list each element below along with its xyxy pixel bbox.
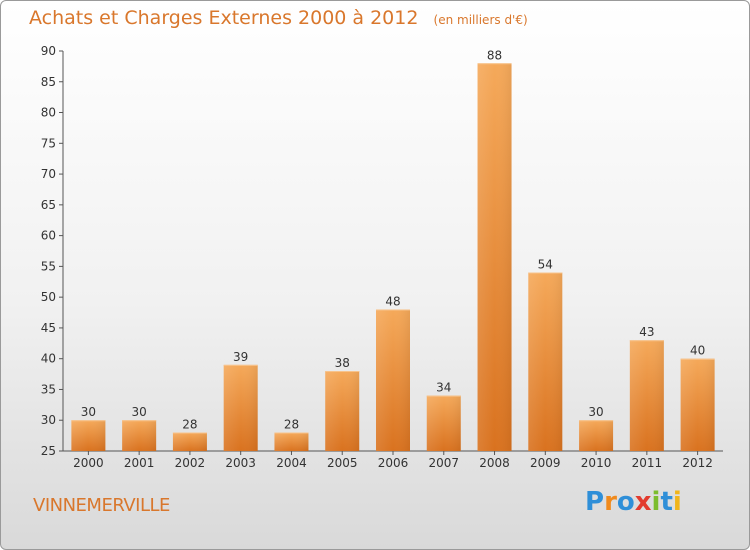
data-label: 54 [538,258,553,272]
bar-shine [579,420,614,451]
bar-shine [274,432,309,451]
x-tick-label: 2005 [327,456,358,470]
bar-shine [528,272,563,451]
bar-shine [426,395,461,451]
data-label: 43 [639,325,654,339]
x-tick-label: 2008 [479,456,510,470]
y-tick-label: 90 [41,44,56,58]
x-tick-label: 2003 [225,456,256,470]
x-tick-label: 2010 [581,456,612,470]
bar-shine [223,364,258,451]
data-label: 39 [233,350,248,364]
x-tick-label: 2002 [175,456,206,470]
logo-letter: i [651,487,661,517]
x-tick-label: 2004 [276,456,307,470]
bar-shine [71,420,106,451]
data-label: 30 [588,405,603,419]
chart-title: Achats et Charges Externes 2000 à 2012 [29,7,419,29]
logo-letter: t [660,487,673,517]
data-label: 40 [690,344,705,358]
bar-shine [325,371,360,451]
x-tick-label: 2009 [530,456,561,470]
logo-letter: r [604,487,617,517]
y-tick-label: 40 [41,352,56,366]
data-label: 28 [182,418,197,432]
data-label: 30 [81,405,96,419]
x-tick-label: 2007 [428,456,459,470]
proxiti-logo: Proxiti [585,487,682,517]
y-tick-label: 25 [41,444,56,458]
bar-shine [122,420,157,451]
bar-shine [172,432,207,451]
logo-letter: x [634,487,652,517]
y-tick-label: 70 [41,167,56,181]
logo-letter: P [585,487,605,517]
data-label: 38 [335,356,350,370]
x-tick-label: 2011 [632,456,663,470]
y-tick-label: 75 [41,136,56,150]
chart-unit: (en milliers d'€) [433,13,528,27]
bar-shine [680,358,715,451]
data-label: 28 [284,418,299,432]
y-tick-label: 50 [41,290,56,304]
y-tick-label: 85 [41,75,56,89]
chart-header: Achats et Charges Externes 2000 à 2012 (… [29,7,528,29]
data-label: 88 [487,48,502,62]
data-label: 34 [436,381,451,395]
y-tick-label: 80 [41,106,56,120]
y-tick-label: 65 [41,198,56,212]
logo-letter: o [616,487,635,517]
commune-name: VINNEMERVILLE [33,495,170,516]
logo-letter: i [672,487,682,517]
x-tick-label: 2012 [682,456,713,470]
y-tick-label: 30 [41,413,56,427]
x-tick-label: 2001 [124,456,155,470]
bar-shine [477,63,512,452]
x-tick-label: 2000 [73,456,104,470]
bar-shine [629,340,664,451]
y-tick-label: 60 [41,229,56,243]
data-labels: 30 30 28 39 28 38 48 34 88 54 30 43 40 [81,48,706,431]
bars [71,63,715,452]
data-label: 30 [132,405,147,419]
bar-shine [376,309,410,451]
x-tick-label: 2006 [378,456,409,470]
y-tick-label: 45 [41,321,56,335]
data-label: 48 [385,294,400,308]
y-tick-label: 55 [41,259,56,273]
y-tick-label: 35 [41,382,56,396]
